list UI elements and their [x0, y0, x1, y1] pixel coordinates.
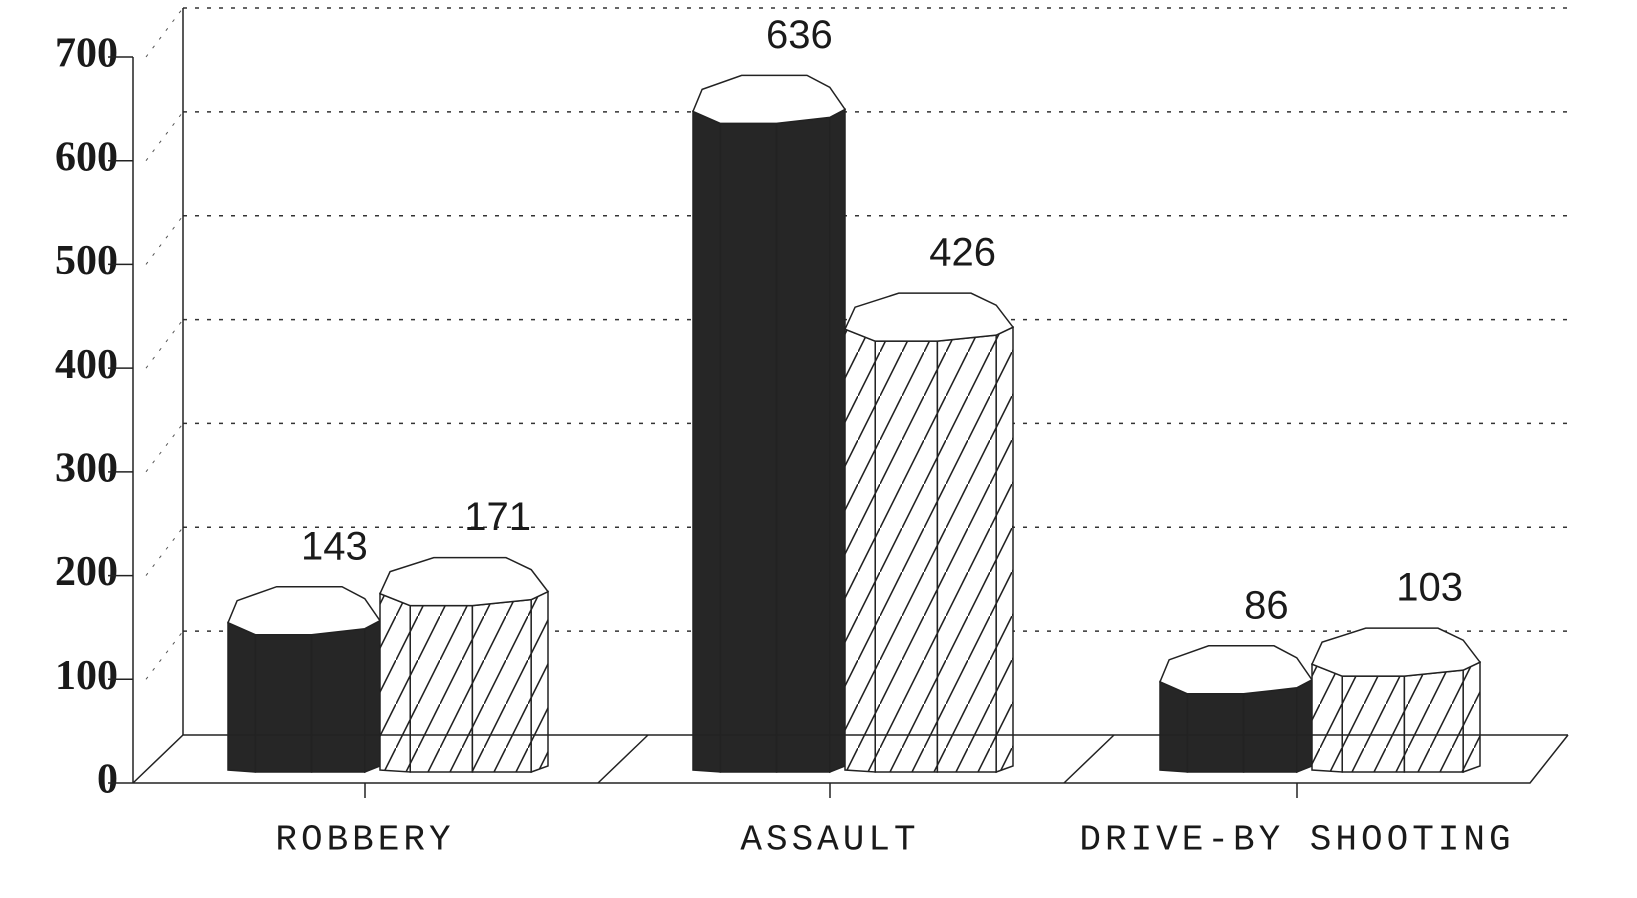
bar-face — [1296, 678, 1313, 774]
y-tick-label: 400 — [55, 342, 118, 388]
bar-top — [1310, 627, 1482, 677]
data-label: 636 — [766, 13, 833, 57]
y-tick-label: 700 — [55, 31, 118, 77]
y-tick-label: 100 — [55, 653, 118, 699]
data-label: 143 — [301, 524, 368, 568]
bar-top — [227, 585, 382, 636]
side-grid-line — [145, 7, 184, 58]
bar-top — [1159, 645, 1314, 695]
bar-face — [936, 334, 997, 773]
bar — [692, 74, 847, 774]
bar-top — [378, 556, 550, 607]
bar-face — [227, 621, 257, 773]
x-tick-label: ROBBERY — [275, 820, 454, 861]
y-tick-label: 500 — [55, 238, 118, 284]
bar — [843, 292, 1015, 774]
data-label: 86 — [1244, 583, 1289, 627]
bar — [227, 585, 382, 774]
bar-face — [829, 108, 846, 774]
bar-face — [775, 116, 831, 773]
floor-divider — [597, 734, 649, 784]
side-grid-line — [145, 423, 184, 473]
bar-face — [719, 122, 778, 773]
side-grid-line — [145, 319, 184, 369]
bar-face — [995, 325, 1014, 774]
side-grid-line — [145, 215, 184, 265]
bar-face — [530, 590, 549, 774]
x-tick-label: ASSAULT — [740, 820, 919, 861]
bar-face — [1341, 675, 1406, 773]
bar-face — [1186, 693, 1245, 773]
bar-face — [364, 619, 381, 774]
bar — [1159, 645, 1314, 774]
y-tick-label: 600 — [55, 134, 118, 180]
data-label: 171 — [464, 495, 531, 539]
side-grid-line — [145, 526, 184, 576]
bar-face — [254, 633, 313, 773]
bar-top — [692, 74, 847, 125]
bar-face — [844, 328, 876, 773]
frame — [132, 8, 1569, 784]
bar-face — [471, 598, 532, 773]
floor-back — [132, 734, 1568, 784]
side-grid-line — [145, 630, 184, 680]
bar-top — [843, 292, 1015, 342]
bar-face — [409, 604, 474, 773]
side-grid-line — [145, 111, 184, 162]
y-tick-label: 300 — [55, 445, 118, 491]
data-label: 426 — [929, 231, 996, 275]
bar-face — [310, 627, 366, 773]
y-tick-label: 0 — [97, 757, 118, 803]
bar — [378, 556, 550, 774]
bar — [1310, 627, 1482, 774]
bar-face — [1403, 669, 1464, 773]
bar-face — [1242, 686, 1298, 773]
bar-face — [1159, 680, 1189, 773]
bar-face — [1462, 660, 1481, 774]
bar-face — [692, 110, 722, 773]
floor-divider — [1063, 734, 1115, 784]
bar-face — [379, 592, 411, 773]
x-tick-label: DRIVE-BY SHOOTING — [1079, 820, 1514, 861]
bar-face — [1311, 663, 1343, 773]
bar-face — [874, 340, 939, 773]
y-tick-label: 200 — [55, 549, 118, 595]
data-label: 103 — [1396, 566, 1463, 610]
